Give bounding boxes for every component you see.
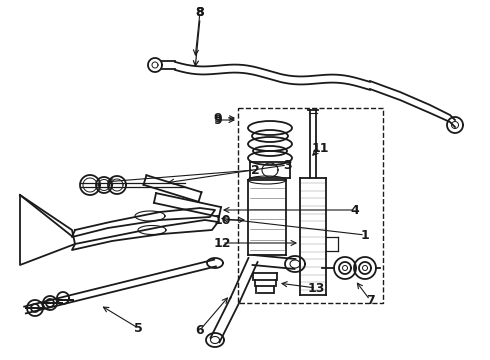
Text: 3: 3 [283,158,292,171]
Text: 8: 8 [196,5,204,18]
Text: 9: 9 [213,112,222,125]
Text: 4: 4 [351,203,359,216]
Text: 12: 12 [213,237,231,249]
Text: 2: 2 [250,163,259,176]
Text: 1: 1 [361,229,369,242]
Text: 8: 8 [196,5,204,18]
Text: 11: 11 [311,141,329,154]
Text: 5: 5 [134,321,143,334]
Text: 6: 6 [196,324,204,337]
Text: 7: 7 [366,293,374,306]
Bar [238,108,383,303]
Text: 13: 13 [307,282,325,294]
Text: 10: 10 [213,213,231,226]
Text: 9: 9 [214,113,222,126]
